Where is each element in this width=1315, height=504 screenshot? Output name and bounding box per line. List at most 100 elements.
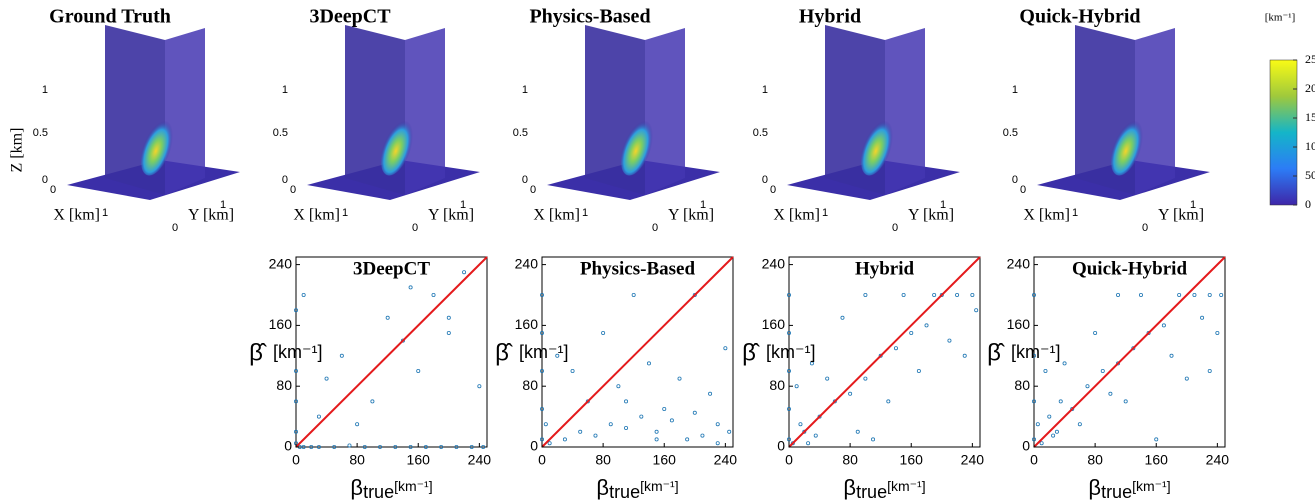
point [1043,368,1048,373]
point [408,444,413,449]
z-tick-label: 0 [522,174,528,186]
x-axis-label-unit: [km⁻¹] [887,478,926,494]
point [1207,368,1212,373]
x-tick-label: 240 [1206,452,1230,468]
x-axis-label-symbol: β [350,475,363,500]
point [316,444,321,449]
y-tick-label: 1 [940,199,946,211]
point [431,292,436,297]
point [1116,292,1121,297]
point [654,429,659,434]
x-axis-label: X [km] [773,207,820,224]
x-axis-label: X [km] [1023,207,1070,224]
z-tick-label: 0.5 [273,127,288,139]
cloud [140,114,176,176]
x-tick-label: 80 [595,452,611,468]
point [878,353,883,358]
y-tick-label: 0 [172,222,178,234]
point [423,444,428,449]
point [540,406,545,411]
point [1032,292,1037,297]
point [293,368,298,373]
x-tick-label: 1 [102,207,108,219]
z-tick-label: 0.5 [753,127,768,139]
point [787,406,792,411]
x-axis-label-unit: [km⁻¹] [1132,478,1171,494]
point [817,414,822,419]
point [970,292,975,297]
x-axis-label: X [km] [293,207,340,224]
panel-title: Quick-Hybrid [1019,6,1140,28]
point [416,368,421,373]
x-tick-label: 240 [714,452,738,468]
point [1161,323,1166,328]
y-axis-label: Y [km] [1158,207,1204,224]
point [570,368,575,373]
identity-line [295,256,488,448]
point [909,330,914,335]
colorbar-tick-label: 200 [1305,81,1315,95]
point [370,399,375,404]
z-tick-label: 0.5 [513,127,528,139]
point [1215,330,1220,335]
point [1039,441,1044,446]
point [840,315,845,320]
y-tick-label: 80 [1014,377,1030,393]
y-tick-label: 0 [1142,222,1148,234]
point [855,429,860,434]
point [393,444,398,449]
side-plane [645,28,685,195]
y-tick-label: 80 [769,377,785,393]
point [715,441,720,446]
panel-title: Hybrid [799,6,861,28]
point [1177,292,1182,297]
point [886,399,891,404]
point [316,414,321,419]
point [677,376,682,381]
point [715,422,720,427]
point [806,441,811,446]
point [825,376,830,381]
x-tick-label: 0 [292,452,300,468]
y-axis-unit: [km⁻¹] [766,342,816,362]
y-axis-label: Y [km] [428,207,474,224]
x-tick-label: 240 [961,452,985,468]
y-tick-label: 0 [412,222,418,234]
point [848,391,853,396]
point [355,422,360,427]
point [378,444,383,449]
point [1146,330,1151,335]
z-tick-label: 0 [282,174,288,186]
panel-title: 3DeepCT [309,6,391,28]
x-axis-label-subscript: true [363,482,394,502]
x-tick-label: 1 [1072,207,1078,219]
y-axis-label: Y [km] [188,207,234,224]
x-tick-label: 0 [290,184,296,196]
point [293,308,298,313]
side-plane [165,28,205,195]
point [974,308,979,313]
point [700,433,705,438]
point [798,422,803,427]
x-tick-label: 0 [770,184,776,196]
x-tick-label: 1 [822,207,828,219]
side-plane [885,28,925,195]
y-axis-symbol: β̂ [495,339,513,366]
point [639,414,644,419]
point [962,353,967,358]
point [813,433,818,438]
point [293,429,298,434]
point [469,444,474,449]
point [802,429,807,434]
point [601,330,606,335]
y-tick-label: 0 [530,438,538,454]
y-axis-unit: [km⁻¹] [1011,342,1061,362]
point [1054,429,1059,434]
point [293,399,298,404]
point [787,292,792,297]
point [955,292,960,297]
point [708,391,713,396]
point [1154,437,1159,442]
point [540,368,545,373]
